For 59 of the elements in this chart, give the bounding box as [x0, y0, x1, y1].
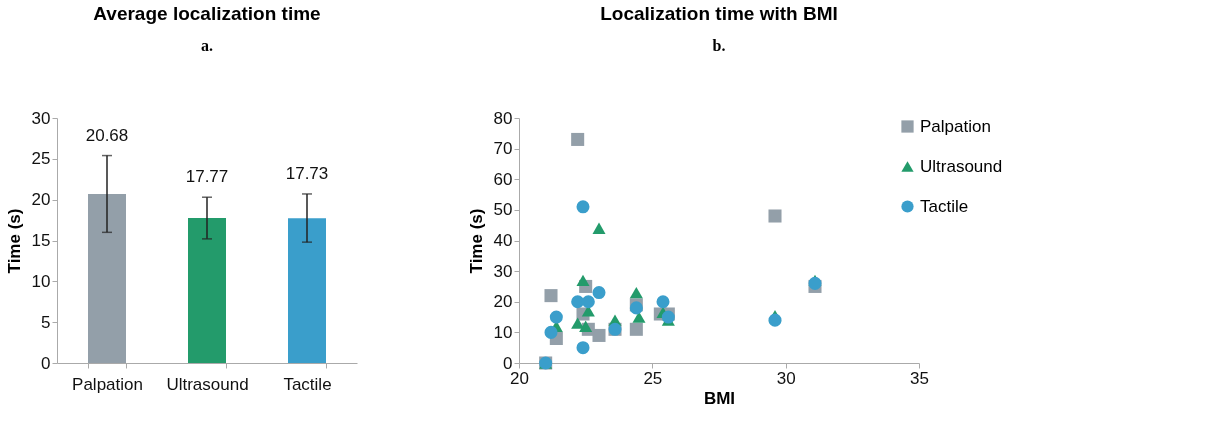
y-tick-label: 25 — [31, 149, 51, 169]
y-tick-label: 20 — [493, 292, 513, 312]
y-tick-label: 80 — [493, 108, 513, 128]
y-tick-label: 40 — [493, 231, 513, 250]
x-axis-title: BMI — [703, 388, 736, 408]
data-label: 20.68 — [85, 125, 129, 145]
x-tick-label: Palpation — [72, 374, 143, 394]
point — [576, 200, 590, 214]
y-tick-label: 50 — [493, 200, 513, 220]
y-tick-label: 30 — [31, 108, 51, 128]
text: b. — [712, 37, 726, 54]
point — [592, 286, 606, 300]
y-tick-label: 5 — [41, 312, 51, 332]
point — [571, 132, 585, 146]
x-tick-label: 35 — [910, 368, 929, 388]
point — [549, 310, 563, 324]
point — [592, 328, 606, 342]
y-axis-title: Time (s) — [4, 208, 24, 274]
bar — [88, 194, 126, 363]
legend-label: Tactile — [920, 196, 969, 216]
y-tick-label: 30 — [493, 261, 513, 281]
point — [571, 295, 585, 309]
y-tick-label: 10 — [493, 322, 513, 342]
y-tick-label: 60 — [493, 169, 513, 189]
point — [656, 295, 670, 309]
point — [632, 311, 646, 323]
point — [629, 286, 643, 299]
x-tick-label: 25 — [643, 368, 663, 388]
point — [571, 317, 585, 329]
point — [579, 320, 593, 332]
y-tick-label: 10 — [31, 271, 51, 291]
chart-title: Average localization time — [93, 3, 321, 24]
text: a. — [201, 37, 213, 54]
legend-label: Palpation — [920, 116, 991, 136]
chart-title: Localization time with BMI — [600, 3, 838, 24]
x-tick-label: 20 — [510, 368, 529, 388]
y-tick-label: 0 — [503, 353, 513, 373]
y-tick-label: 0 — [41, 353, 51, 373]
bar — [188, 217, 226, 363]
point — [544, 325, 558, 339]
x-tick-label: Ultrasound — [166, 374, 249, 394]
y-tick-label: 20 — [31, 190, 51, 210]
data-label: 17.77 — [185, 167, 229, 187]
point — [576, 274, 590, 286]
y-tick-label: 70 — [493, 139, 513, 159]
point — [629, 322, 643, 336]
point — [581, 295, 595, 309]
point — [544, 289, 558, 303]
bar — [288, 218, 326, 363]
point — [576, 341, 590, 355]
legend-label: Ultrasound — [920, 156, 1003, 176]
x-tick-label: 30 — [776, 368, 796, 388]
point — [768, 209, 782, 223]
data-label: 17.73 — [285, 163, 329, 183]
point — [592, 222, 606, 234]
point — [768, 313, 782, 327]
y-tick-label: 15 — [31, 231, 51, 250]
x-tick-label: Tactile — [283, 374, 332, 394]
y-axis-title: Time (s) — [466, 208, 486, 274]
